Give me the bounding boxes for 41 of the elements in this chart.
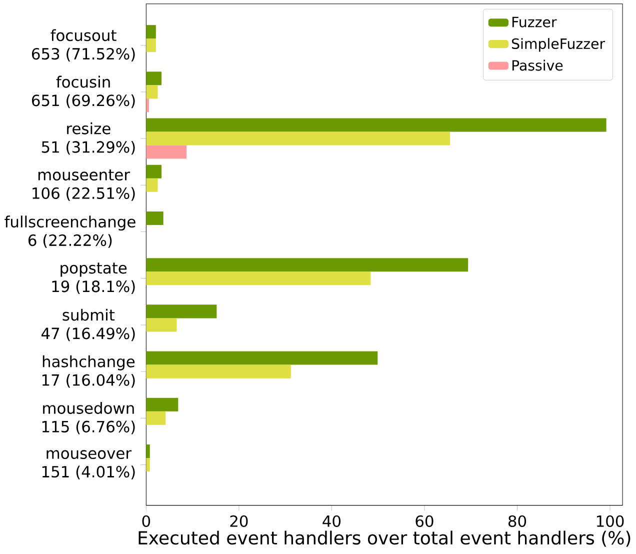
legend-label: SimpleFuzzer [512, 38, 606, 52]
bar [146, 85, 158, 99]
bar [146, 304, 217, 318]
bar [146, 398, 178, 412]
x-tick-label: 0 [142, 516, 150, 528]
bar [146, 258, 468, 272]
x-tick-label: 40 [322, 516, 341, 528]
bar [146, 25, 156, 39]
y-tick-label: submit 47 (16.49%) [41, 309, 135, 342]
bar [146, 118, 606, 132]
bar [146, 318, 177, 332]
y-tick-label: focusout 653 (71.52%) [32, 29, 135, 62]
bar [146, 72, 162, 86]
bar [146, 272, 371, 286]
bar [146, 444, 150, 458]
bar [146, 165, 162, 179]
x-axis-title: Executed event handlers over total event handlers (%) [138, 530, 630, 547]
bar [146, 212, 164, 226]
y-tick-label: resize 51 (31.29%) [42, 122, 135, 155]
bar [146, 458, 150, 472]
y-tick-label: popstate 19 (18.1%) [52, 262, 135, 294]
bar [146, 178, 158, 192]
y-tick-label: fullscreenchange 6 (22.22%) [4, 216, 136, 248]
bar [146, 412, 166, 426]
bar [146, 132, 450, 146]
x-tick-label: 20 [230, 516, 248, 528]
y-tick-label: mousedown 115 (6.76%) [42, 402, 135, 435]
x-tick-label: 100 [596, 516, 624, 528]
x-tick-label: 60 [416, 516, 434, 528]
y-tick-label: mouseover 151 (4.01%) [42, 450, 135, 480]
bar [146, 352, 378, 366]
bar [146, 146, 187, 160]
legend-label: Passive [512, 60, 563, 71]
y-tick-label: hashchange 17 (16.04%) [42, 356, 135, 388]
bar [146, 98, 149, 112]
legend-label: Fuzzer [512, 17, 557, 28]
bar [146, 38, 156, 52]
x-tick-label: 80 [508, 516, 526, 528]
y-tick-label: mouseenter 106 (22.51%) [32, 170, 135, 202]
y-tick-label: focusin 651 (69.26%) [32, 76, 135, 108]
bar [146, 365, 291, 379]
